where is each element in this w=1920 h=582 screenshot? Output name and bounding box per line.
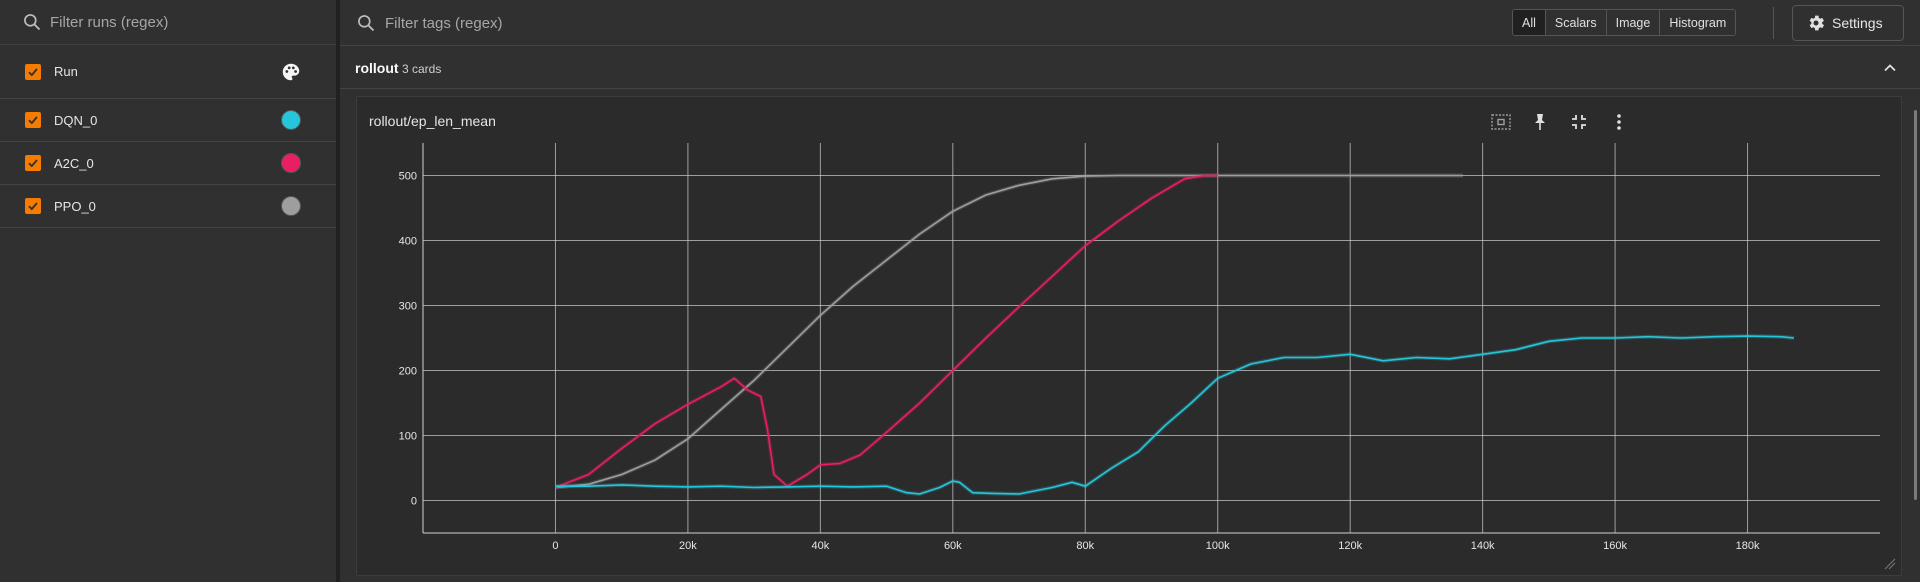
run-color-swatch[interactable] xyxy=(281,153,301,173)
x-tick-label: 100k xyxy=(1206,540,1230,552)
y-tick-label: 500 xyxy=(399,171,417,183)
card-group-header[interactable]: rollout 3 cards xyxy=(340,47,1920,89)
runs-filter-placeholder: Filter runs (regex) xyxy=(50,13,169,31)
gear-icon xyxy=(1809,15,1824,31)
series-line-ppo_0 xyxy=(555,174,1463,489)
resize-handle-icon xyxy=(1884,558,1896,570)
scalar-card: rollout/ep_len_mean 0 20k 40k 60k 80k 100k 120… xyxy=(356,96,1902,576)
check-icon xyxy=(28,159,38,168)
y-tick-label: 200 xyxy=(399,366,417,378)
run-color-swatch[interactable] xyxy=(281,196,301,216)
search-icon xyxy=(358,15,375,32)
search-icon xyxy=(24,14,41,31)
group-title: rollout xyxy=(355,60,399,76)
filter-image-button[interactable]: Image xyxy=(1606,10,1661,35)
x-tick-label: 180k xyxy=(1736,540,1760,552)
y-tick-label: 300 xyxy=(399,301,417,313)
run-row-ppo[interactable]: PPO_0 xyxy=(0,185,336,228)
select-all-checkbox[interactable] xyxy=(25,63,41,80)
check-icon xyxy=(28,67,38,76)
runs-filter[interactable]: Filter runs (regex) xyxy=(0,0,336,45)
toolbar-divider xyxy=(1773,7,1774,39)
run-row-dqn[interactable]: DQN_0 xyxy=(0,99,336,142)
runs-sidebar: Filter runs (regex) Run DQN_0 A2C_0 xyxy=(0,0,336,582)
series-line-dqn_0 xyxy=(555,335,1794,495)
run-checkbox[interactable] xyxy=(25,198,41,214)
filter-scalars-button[interactable]: Scalars xyxy=(1545,10,1607,35)
series-line-raw xyxy=(555,173,1463,490)
y-tick-label: 0 xyxy=(411,496,417,508)
series-line-raw xyxy=(554,173,1218,490)
check-icon xyxy=(28,116,38,125)
series-line-a2c_0 xyxy=(555,174,1218,489)
x-tick-label: 20k xyxy=(679,540,697,552)
x-tick-label: 60k xyxy=(944,540,962,552)
top-toolbar: Filter tags (regex) All Scalars Image Hi… xyxy=(340,0,1920,46)
x-tick-label: 40k xyxy=(811,540,829,552)
x-tick-label: 120k xyxy=(1338,540,1362,552)
more-vert-icon[interactable] xyxy=(1608,111,1630,133)
run-row-a2c[interactable]: A2C_0 xyxy=(0,142,336,185)
x-tick-label: 80k xyxy=(1076,540,1094,552)
fit-domain-icon[interactable] xyxy=(1490,111,1512,133)
runs-header-row: Run xyxy=(0,45,336,99)
filter-histogram-button[interactable]: Histogram xyxy=(1660,10,1736,35)
filter-all-button[interactable]: All xyxy=(1513,10,1546,35)
main-panel: Filter tags (regex) All Scalars Image Hi… xyxy=(340,0,1920,582)
x-tick-label: 140k xyxy=(1471,540,1495,552)
y-tick-label: 400 xyxy=(399,236,417,248)
x-tick-label: 0 xyxy=(552,540,558,552)
group-card-count: 3 cards xyxy=(402,62,442,76)
tags-filter-input[interactable]: Filter tags (regex) xyxy=(385,15,503,32)
chevron-up-icon[interactable] xyxy=(1882,60,1898,76)
line-chart[interactable]: 0 20k 40k 60k 80k 100k 120k 140k 160k 180k 0 100 200… xyxy=(357,97,1903,577)
palette-icon[interactable] xyxy=(280,61,302,83)
pin-icon[interactable] xyxy=(1529,111,1551,133)
x-tick-label: 160k xyxy=(1603,540,1627,552)
plugin-type-filter: All Scalars Image Histogram xyxy=(1512,9,1737,36)
check-icon xyxy=(28,202,38,211)
run-label: DQN_0 xyxy=(54,112,98,128)
settings-button[interactable]: Settings xyxy=(1792,5,1904,41)
run-checkbox[interactable] xyxy=(25,112,41,128)
run-label: A2C_0 xyxy=(54,155,94,171)
scrollbar[interactable] xyxy=(1914,110,1917,500)
run-label: PPO_0 xyxy=(54,198,96,214)
run-checkbox[interactable] xyxy=(25,155,41,171)
settings-label: Settings xyxy=(1832,15,1883,31)
card-title: rollout/ep_len_mean xyxy=(369,113,496,129)
y-tick-label: 100 xyxy=(399,431,417,443)
runs-header-label: Run xyxy=(54,64,78,79)
series-line-raw xyxy=(555,334,1795,496)
run-color-swatch[interactable] xyxy=(281,110,301,130)
collapse-card-icon[interactable] xyxy=(1568,111,1590,133)
sidebar-resize-handle[interactable] xyxy=(336,0,340,582)
